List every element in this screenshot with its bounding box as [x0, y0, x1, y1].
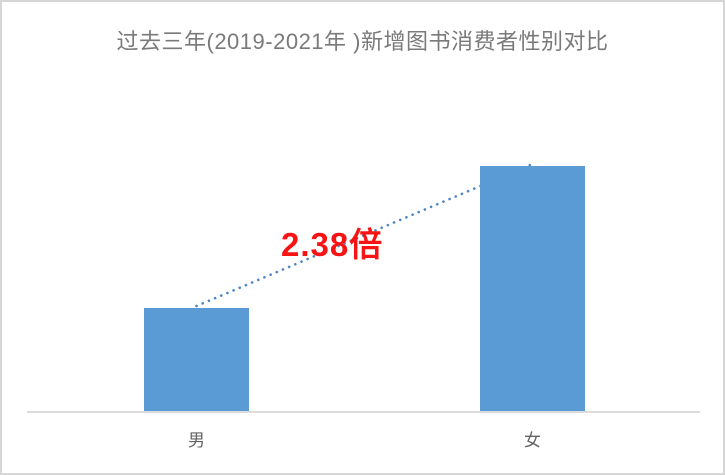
- bar-female: [480, 166, 585, 411]
- x-axis-line: [27, 411, 700, 413]
- ratio-annotation: 2.38倍: [281, 226, 384, 263]
- x-tick-label-male: 男: [188, 431, 205, 450]
- bar-male: [144, 308, 249, 411]
- chart-title: 过去三年(2019-2021年 )新增图书消费者性别对比: [116, 29, 609, 54]
- x-tick-label-female: 女: [524, 431, 541, 450]
